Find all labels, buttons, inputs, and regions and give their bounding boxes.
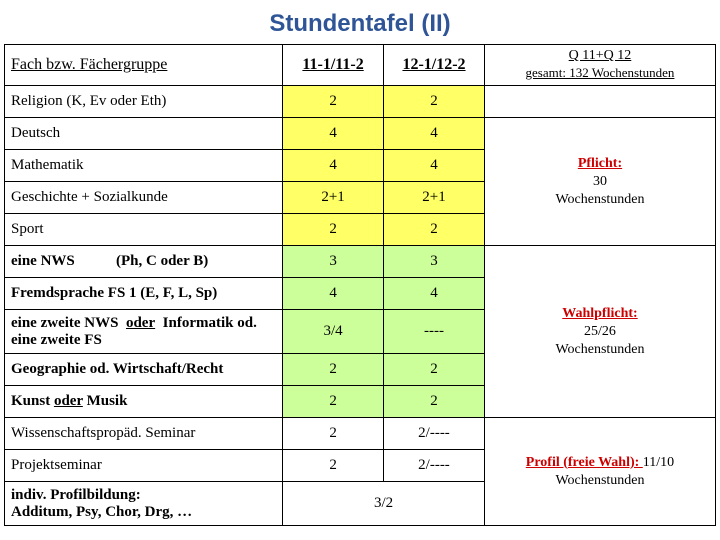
profil-text: Wochenstunden [555,473,644,488]
cell-subject: eine zweite NWS oder Informatik od. eine… [5,310,283,354]
wahl-text: 25/26Wochenstunden [555,324,644,357]
cell-c1: 2 [283,354,384,386]
cell-merged: 3/2 [283,482,485,526]
cell-c1: 2 [283,386,384,418]
cell-subject: Projektseminar [5,450,283,482]
table-row: Religion (K, Ev oder Eth) 2 2 [5,86,716,118]
cell-c2: 2 [384,214,485,246]
cell-c1: 2+1 [283,182,384,214]
hdr-col2: 12-1/12-2 [384,45,485,86]
cell-c2: 2 [384,386,485,418]
cell-c1: 2 [283,418,384,450]
hdr-right-bot: gesamt: 132 Wochenstunden [526,65,675,80]
cell-c1: 3/4 [283,310,384,354]
cell-subject: Fremdsprache FS 1 (E, F, L, Sp) [5,278,283,310]
hdr-subject: Fach bzw. Fächergruppe [5,45,283,86]
cell-c2: 2+1 [384,182,485,214]
cell-right-blank [484,86,715,118]
cell-c1: 4 [283,278,384,310]
cell-c2: 4 [384,150,485,182]
cell-c2: 2 [384,354,485,386]
cell-subject: Religion (K, Ev oder Eth) [5,86,283,118]
page-title: Stundentafel (II) [0,0,720,44]
cell-c2: 3 [384,246,485,278]
cell-subject: Kunst oder Musik [5,386,283,418]
cell-subject: Deutsch [5,118,283,150]
wahl-label: Wahlpflicht: [562,306,637,321]
pflicht-text: 30Wochenstunden [555,174,644,207]
cell-subject: Wissenschaftspropäd. Seminar [5,418,283,450]
table-row: Deutsch 4 4 Pflicht: 30Wochenstunden [5,118,716,150]
section-pflicht: Pflicht: 30Wochenstunden [484,118,715,246]
table-row: Wissenschaftspropäd. Seminar 2 2/---- Pr… [5,418,716,450]
profil-label: Profil (freie Wahl): [526,455,643,470]
cell-c2: ---- [384,310,485,354]
cell-c1: 2 [283,214,384,246]
cell-c1: 2 [283,450,384,482]
section-profil: Profil (freie Wahl): 11/10 Wochenstunden [484,418,715,526]
cell-c1: 4 [283,150,384,182]
cell-c1: 2 [283,86,384,118]
stundentafel-table: Fach bzw. Fächergruppe 11-1/11-2 12-1/12… [4,44,716,526]
cell-c2: 4 [384,118,485,150]
cell-subject: Geschichte + Sozialkunde [5,182,283,214]
cell-c1: 3 [283,246,384,278]
table-header-row: Fach bzw. Fächergruppe 11-1/11-2 12-1/12… [5,45,716,86]
cell-c2: 2/---- [384,418,485,450]
section-wahlpflicht: Wahlpflicht: 25/26Wochenstunden [484,246,715,418]
cell-c2: 4 [384,278,485,310]
table-row: eine NWS (Ph, C oder B) 3 3 Wahlpflicht:… [5,246,716,278]
cell-subject: indiv. Profilbildung:Additum, Psy, Chor,… [5,482,283,526]
cell-subject: Sport [5,214,283,246]
hdr-right: Q 11+Q 12 gesamt: 132 Wochenstunden [484,45,715,86]
cell-subject: Geographie od. Wirtschaft/Recht [5,354,283,386]
hdr-col1: 11-1/11-2 [283,45,384,86]
cell-c2: 2/---- [384,450,485,482]
cell-subject: eine NWS (Ph, C oder B) [5,246,283,278]
profil-inline-value: 11/10 [643,455,674,470]
cell-subject: Mathematik [5,150,283,182]
hdr-right-top: Q 11+Q 12 [569,48,632,63]
cell-c2: 2 [384,86,485,118]
cell-c1: 4 [283,118,384,150]
pflicht-label: Pflicht: [578,156,622,171]
